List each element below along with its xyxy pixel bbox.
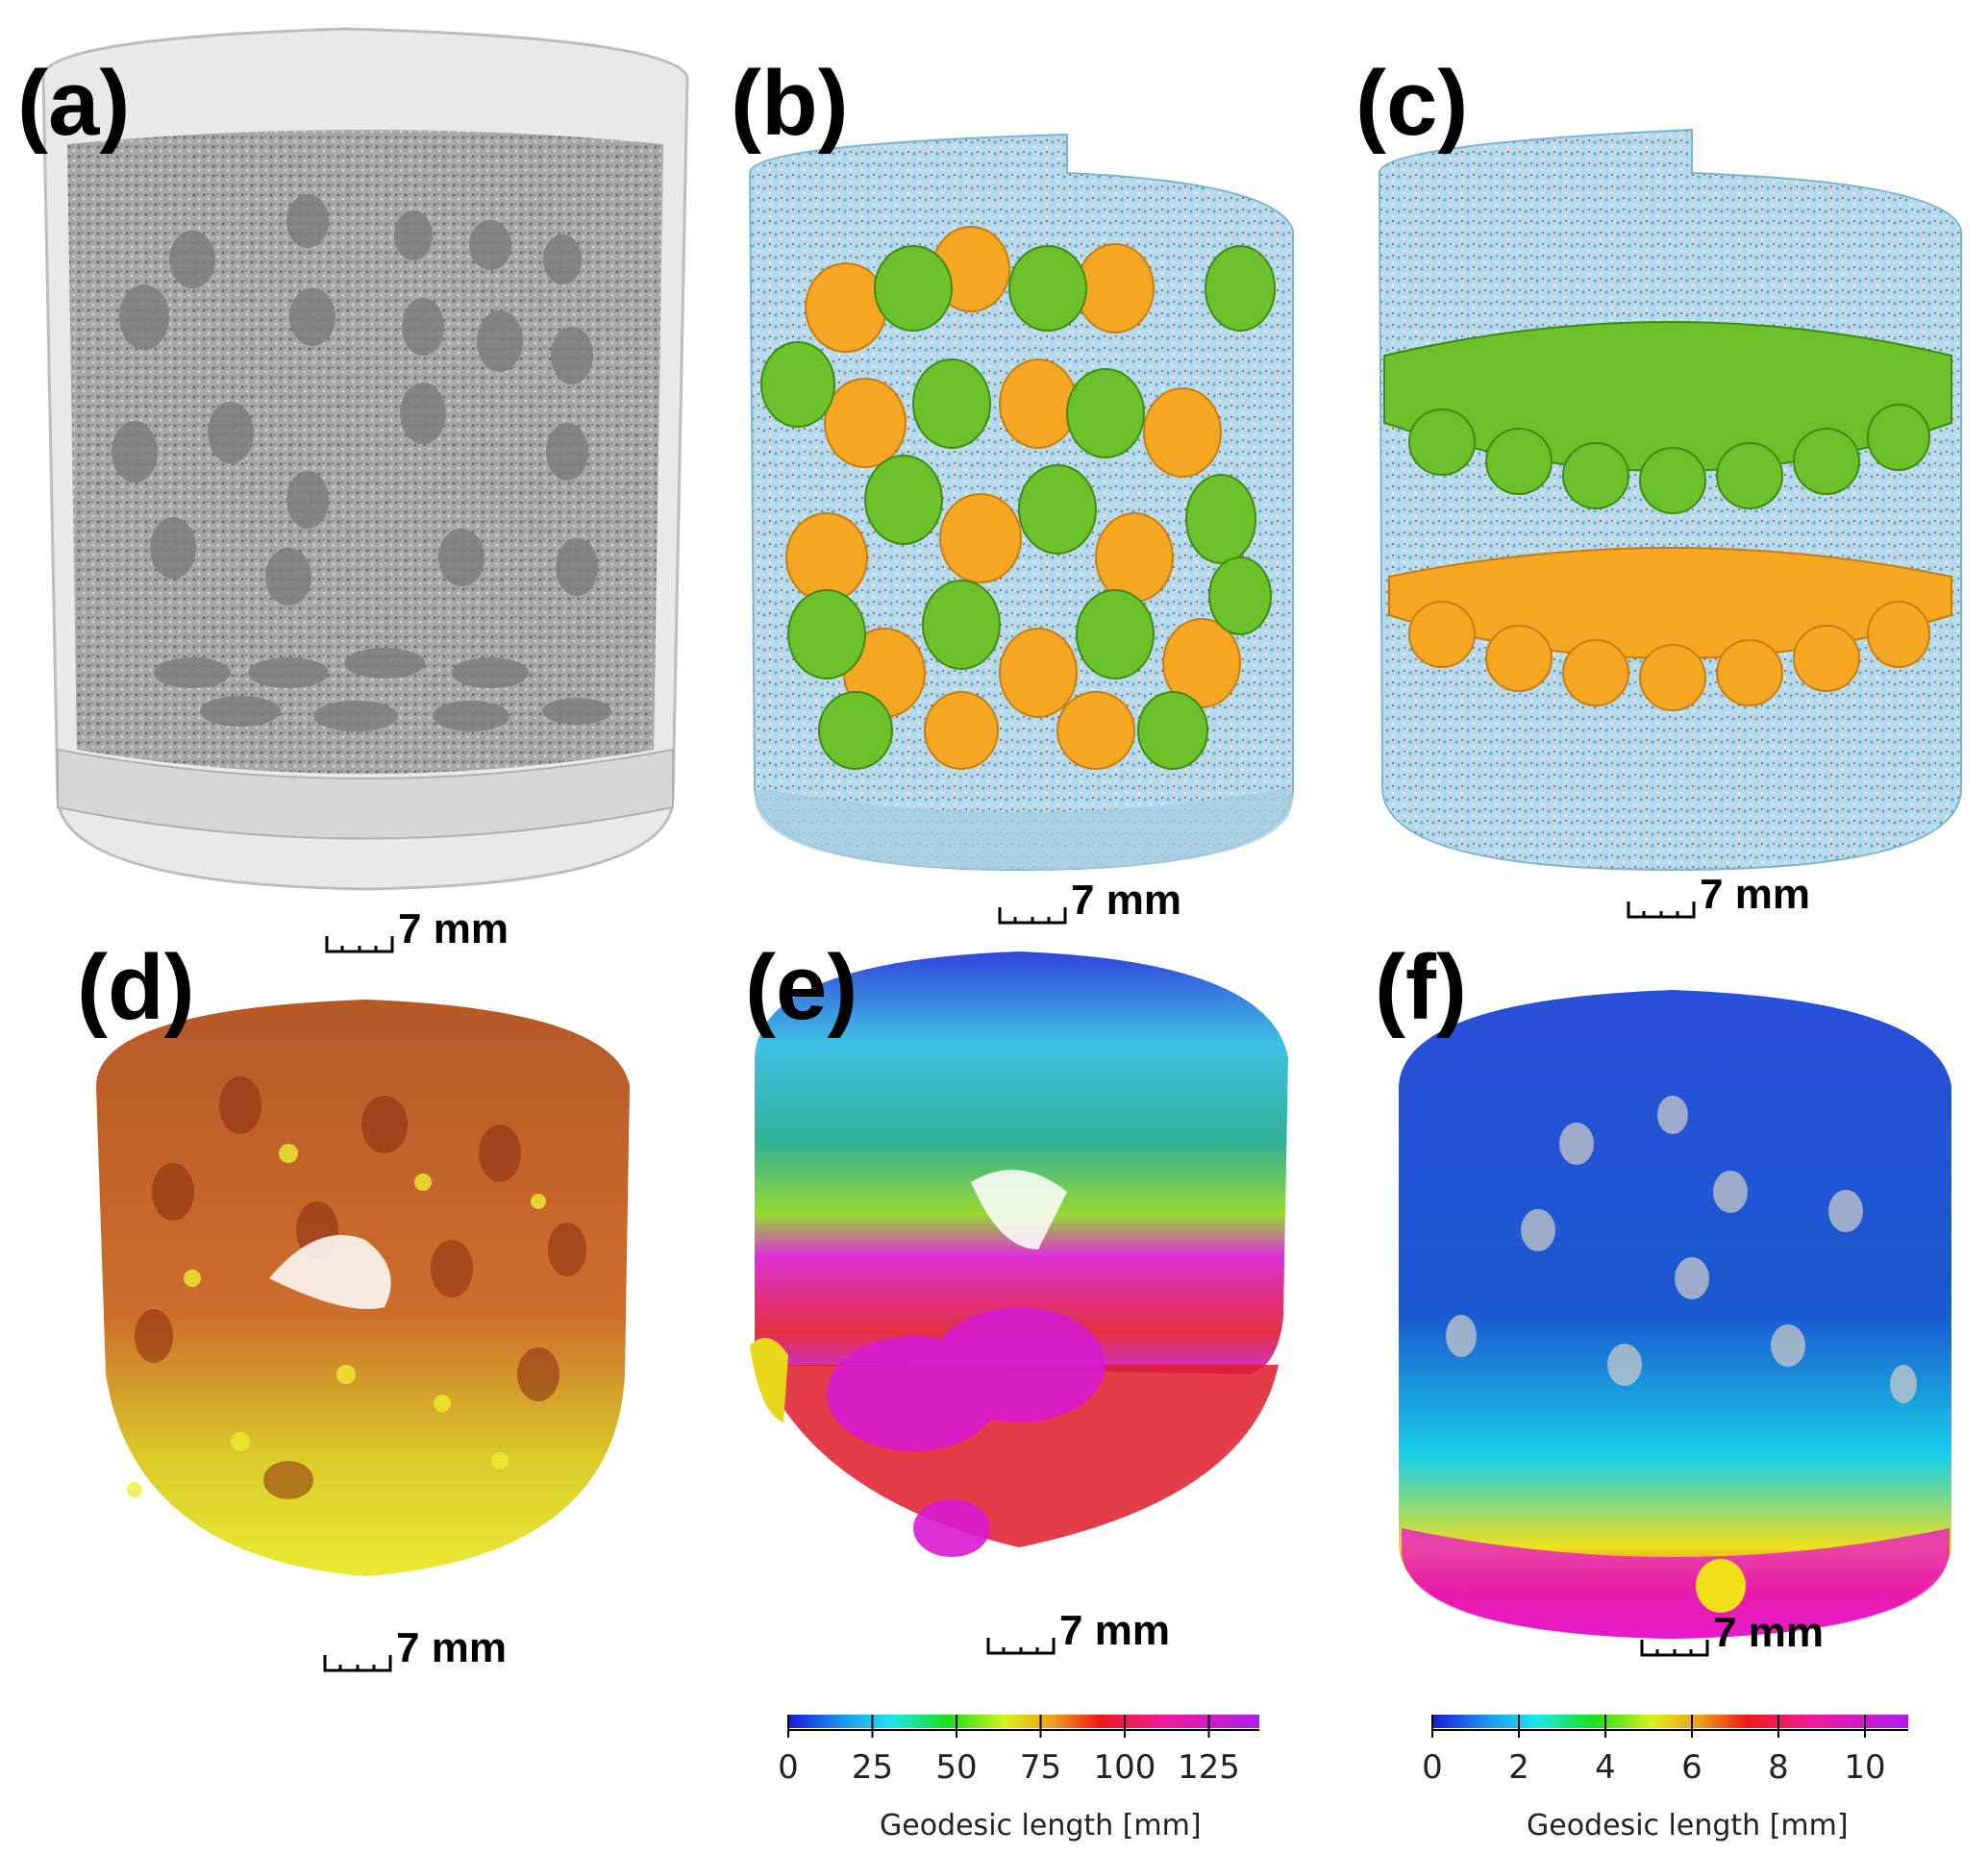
scale-bar-ruler-icon	[323, 1655, 392, 1672]
scale-bar-ruler-icon	[1627, 902, 1696, 919]
panel-d-image	[96, 1000, 630, 1576]
scale-bar-ruler-icon	[986, 1638, 1056, 1655]
scale-bar-b: 7 mm	[998, 877, 1181, 925]
scale-bar-d: 7 mm	[323, 1624, 507, 1672]
scale-bar-e: 7 mm	[986, 1607, 1170, 1655]
colorbar-tick-label: 100	[1094, 1748, 1156, 1787]
colorbar-tick-label: 4	[1595, 1748, 1616, 1787]
colorbar-f: 0 2 4 6 8 10	[1422, 1715, 1908, 1787]
scale-bar-f: 7 mm	[1640, 1609, 1824, 1657]
colorbar-e-title: Geodesic length [mm]	[880, 1809, 1202, 1842]
panel-e-image	[750, 952, 1288, 1557]
colorbar-e: 0 25 50 75 100 125	[778, 1715, 1259, 1787]
panel-label-f: (f)	[1375, 936, 1467, 1039]
panel-f-image	[1399, 990, 1951, 1639]
panel-label-e: (e)	[745, 936, 858, 1039]
scale-bar-label: 7 mm	[1713, 1609, 1824, 1656]
scale-bar-a: 7 mm	[325, 905, 509, 953]
panel-a-image	[41, 27, 689, 891]
scale-bar-ruler-icon	[998, 907, 1067, 925]
colorbar-f-title: Geodesic length [mm]	[1527, 1809, 1849, 1842]
scale-bar-label: 7 mm	[1700, 871, 1810, 918]
colorbar-tick-label: 125	[1178, 1748, 1240, 1787]
colorbar-tick-label: 10	[1844, 1748, 1885, 1787]
colorbar-gradient	[788, 1715, 1259, 1728]
panel-b-image	[748, 133, 1294, 872]
colorbar-tick-label: 6	[1681, 1748, 1702, 1787]
scale-bar-c: 7 mm	[1627, 871, 1810, 919]
colorbar-gradient	[1432, 1715, 1908, 1728]
colorbar-tick-label: 2	[1508, 1748, 1529, 1787]
scale-bar-label: 7 mm	[1059, 1607, 1170, 1654]
panel-c-image	[1378, 128, 1962, 872]
colorbar-tick-label: 50	[935, 1748, 977, 1787]
scale-bar-ruler-icon	[325, 936, 394, 953]
scale-bar-ruler-icon	[1640, 1640, 1709, 1657]
colorbar-tick-label: 8	[1768, 1748, 1789, 1787]
scale-bar-label: 7 mm	[396, 1624, 507, 1671]
colorbar-tick-label: 25	[852, 1748, 893, 1787]
panel-label-a: (a)	[17, 52, 131, 155]
panel-label-c: (c)	[1355, 52, 1469, 155]
scale-bar-label: 7 mm	[398, 905, 509, 952]
colorbar-tick-label: 0	[778, 1748, 799, 1787]
panel-label-b: (b)	[731, 52, 849, 155]
panel-label-d: (d)	[77, 936, 195, 1039]
colorbar-tick-label: 75	[1020, 1748, 1061, 1787]
scale-bar-label: 7 mm	[1071, 877, 1181, 924]
colorbar-tick-label: 0	[1422, 1748, 1443, 1787]
